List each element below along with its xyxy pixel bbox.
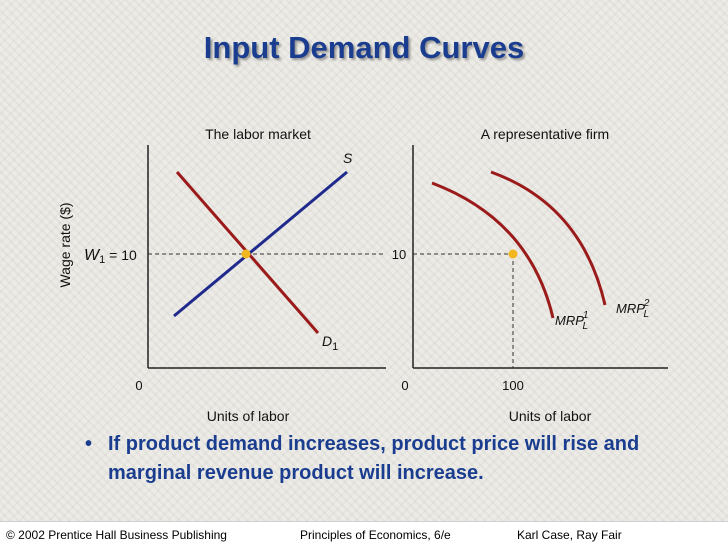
supply-label: S bbox=[343, 150, 353, 166]
labor-market-xlabel: Units of labor bbox=[207, 408, 290, 424]
bullet-text: If product demand increases, product pri… bbox=[108, 433, 640, 484]
firm-title: A representative firm bbox=[481, 126, 609, 142]
footer-authors: Karl Case, Ray Fair bbox=[517, 528, 622, 542]
firm-origin-label: 0 bbox=[401, 378, 408, 393]
mrp1-subscript: L bbox=[582, 321, 588, 332]
firm-quantity-tick: 100 bbox=[502, 378, 524, 393]
slide-title: Input Demand Curves bbox=[203, 30, 525, 65]
supply-curve bbox=[173, 170, 348, 318]
labor-market-ylabel: Wage rate ($) bbox=[57, 202, 73, 287]
wage-symbol: W bbox=[84, 247, 101, 264]
labor-market-title: The labor market bbox=[205, 126, 311, 142]
demand-subscript: 1 bbox=[332, 341, 338, 353]
wage-value: = 10 bbox=[105, 247, 137, 263]
slide-footer: © 2002 Prentice Hall Business Publishing… bbox=[0, 521, 728, 547]
bullet-marker: • bbox=[85, 433, 93, 455]
mrp2-curve bbox=[490, 170, 607, 306]
mrp1-symbol: MRP bbox=[555, 313, 584, 328]
wage-subscript: 1 bbox=[99, 254, 105, 266]
mrp2-symbol: MRP bbox=[616, 301, 645, 316]
labor-market-equilibrium-point bbox=[241, 249, 251, 259]
mrp1-curve bbox=[431, 181, 555, 319]
mrp2-subscript: L bbox=[643, 309, 649, 320]
firm-wage-tick: 10 bbox=[392, 247, 406, 262]
labor-market-panel: The labor market Wage rate ($) W1 = 10 S… bbox=[57, 126, 386, 424]
mrp1-superscript: 1 bbox=[583, 310, 589, 321]
firm-panel: A representative firm 10 0 100 Units of … bbox=[392, 126, 668, 424]
mrp1-label: MRP1 L bbox=[555, 310, 588, 332]
wage-label: W1 = 10 bbox=[84, 247, 137, 266]
footer-book: Principles of Economics, 6/e bbox=[300, 528, 451, 542]
mrp2-superscript: 2 bbox=[643, 298, 650, 309]
labor-market-origin-label: 0 bbox=[135, 378, 142, 393]
firm-equilibrium-point bbox=[508, 249, 518, 259]
demand-label: D1 bbox=[322, 333, 338, 353]
mrp2-label: MRP2 L bbox=[616, 298, 650, 320]
footer-publisher: © 2002 Prentice Hall Business Publishing bbox=[6, 528, 227, 542]
demand-symbol: D bbox=[322, 333, 332, 349]
firm-xlabel: Units of labor bbox=[509, 408, 592, 424]
